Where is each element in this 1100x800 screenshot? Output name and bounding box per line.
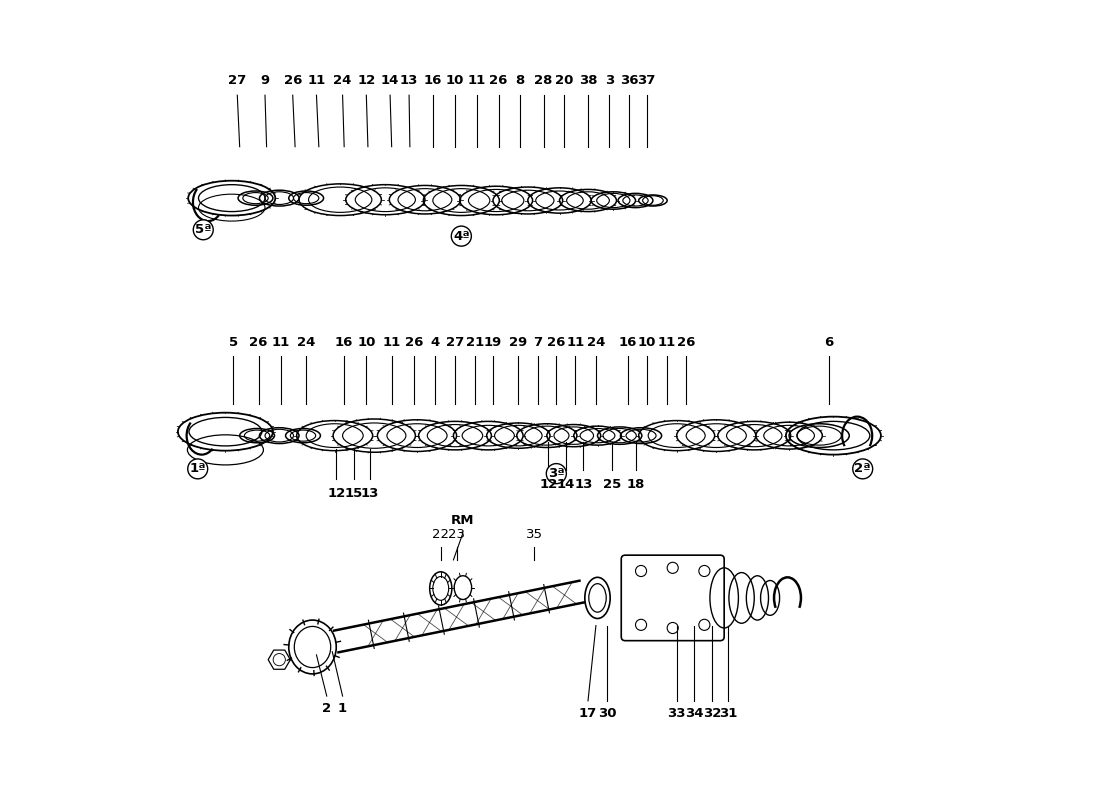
- Text: 35: 35: [526, 528, 542, 541]
- Text: 10: 10: [637, 335, 656, 349]
- Text: 26: 26: [547, 335, 565, 349]
- Text: 24: 24: [297, 335, 316, 349]
- Text: 19: 19: [484, 335, 502, 349]
- Text: 3ª: 3ª: [548, 467, 564, 480]
- Text: 4ª: 4ª: [453, 230, 470, 242]
- Text: 31: 31: [719, 707, 737, 720]
- Text: 5ª: 5ª: [195, 223, 211, 236]
- Text: 11: 11: [307, 74, 326, 87]
- Text: 21: 21: [465, 335, 484, 349]
- Text: 13: 13: [400, 74, 418, 87]
- Text: 32: 32: [703, 707, 722, 720]
- Text: 11: 11: [658, 335, 676, 349]
- Text: 22: 22: [432, 528, 449, 541]
- Text: 36: 36: [620, 74, 638, 87]
- FancyBboxPatch shape: [621, 555, 724, 641]
- Text: 15: 15: [344, 487, 363, 500]
- Text: 20: 20: [556, 74, 573, 87]
- Text: 25: 25: [603, 478, 620, 490]
- Text: 26: 26: [405, 335, 424, 349]
- Text: 12: 12: [327, 487, 345, 500]
- Text: 30: 30: [597, 707, 616, 720]
- Text: 13: 13: [361, 487, 378, 500]
- Text: 16: 16: [336, 335, 353, 349]
- Text: 9: 9: [261, 74, 270, 87]
- Text: 8: 8: [515, 74, 525, 87]
- Text: 27: 27: [446, 335, 464, 349]
- Text: 11: 11: [383, 335, 400, 349]
- Text: 13: 13: [574, 478, 593, 490]
- Text: 6: 6: [824, 335, 834, 349]
- Text: 5: 5: [229, 335, 238, 349]
- Text: 26: 26: [490, 74, 508, 87]
- Text: 17: 17: [579, 707, 597, 720]
- Text: 24: 24: [333, 74, 352, 87]
- Text: 26: 26: [676, 335, 695, 349]
- Text: 24: 24: [586, 335, 605, 349]
- Text: 1ª: 1ª: [189, 462, 206, 475]
- Text: 7: 7: [534, 335, 542, 349]
- Text: 10: 10: [446, 74, 464, 87]
- Text: 28: 28: [535, 74, 553, 87]
- Text: 33: 33: [668, 707, 686, 720]
- Text: 16: 16: [618, 335, 637, 349]
- Text: 2ª: 2ª: [855, 462, 871, 475]
- Text: 11: 11: [566, 335, 584, 349]
- Text: 12: 12: [358, 74, 375, 87]
- Text: 38: 38: [579, 74, 597, 87]
- Text: 34: 34: [685, 707, 703, 720]
- Text: 37: 37: [637, 74, 656, 87]
- Text: 14: 14: [557, 478, 575, 490]
- Text: 10: 10: [358, 335, 375, 349]
- Text: 26: 26: [250, 335, 268, 349]
- Text: 12: 12: [539, 478, 558, 490]
- Text: 29: 29: [509, 335, 528, 349]
- Text: RM: RM: [451, 514, 475, 526]
- Text: 16: 16: [424, 74, 442, 87]
- Text: 14: 14: [381, 74, 399, 87]
- Text: 3: 3: [605, 74, 614, 87]
- Text: 11: 11: [468, 74, 486, 87]
- Text: 1: 1: [338, 702, 348, 715]
- Text: 11: 11: [272, 335, 290, 349]
- Text: 18: 18: [626, 478, 645, 490]
- Text: 4: 4: [430, 335, 440, 349]
- Text: 26: 26: [284, 74, 301, 87]
- Text: 2: 2: [322, 702, 331, 715]
- Text: 23: 23: [448, 528, 465, 541]
- Text: 27: 27: [228, 74, 246, 87]
